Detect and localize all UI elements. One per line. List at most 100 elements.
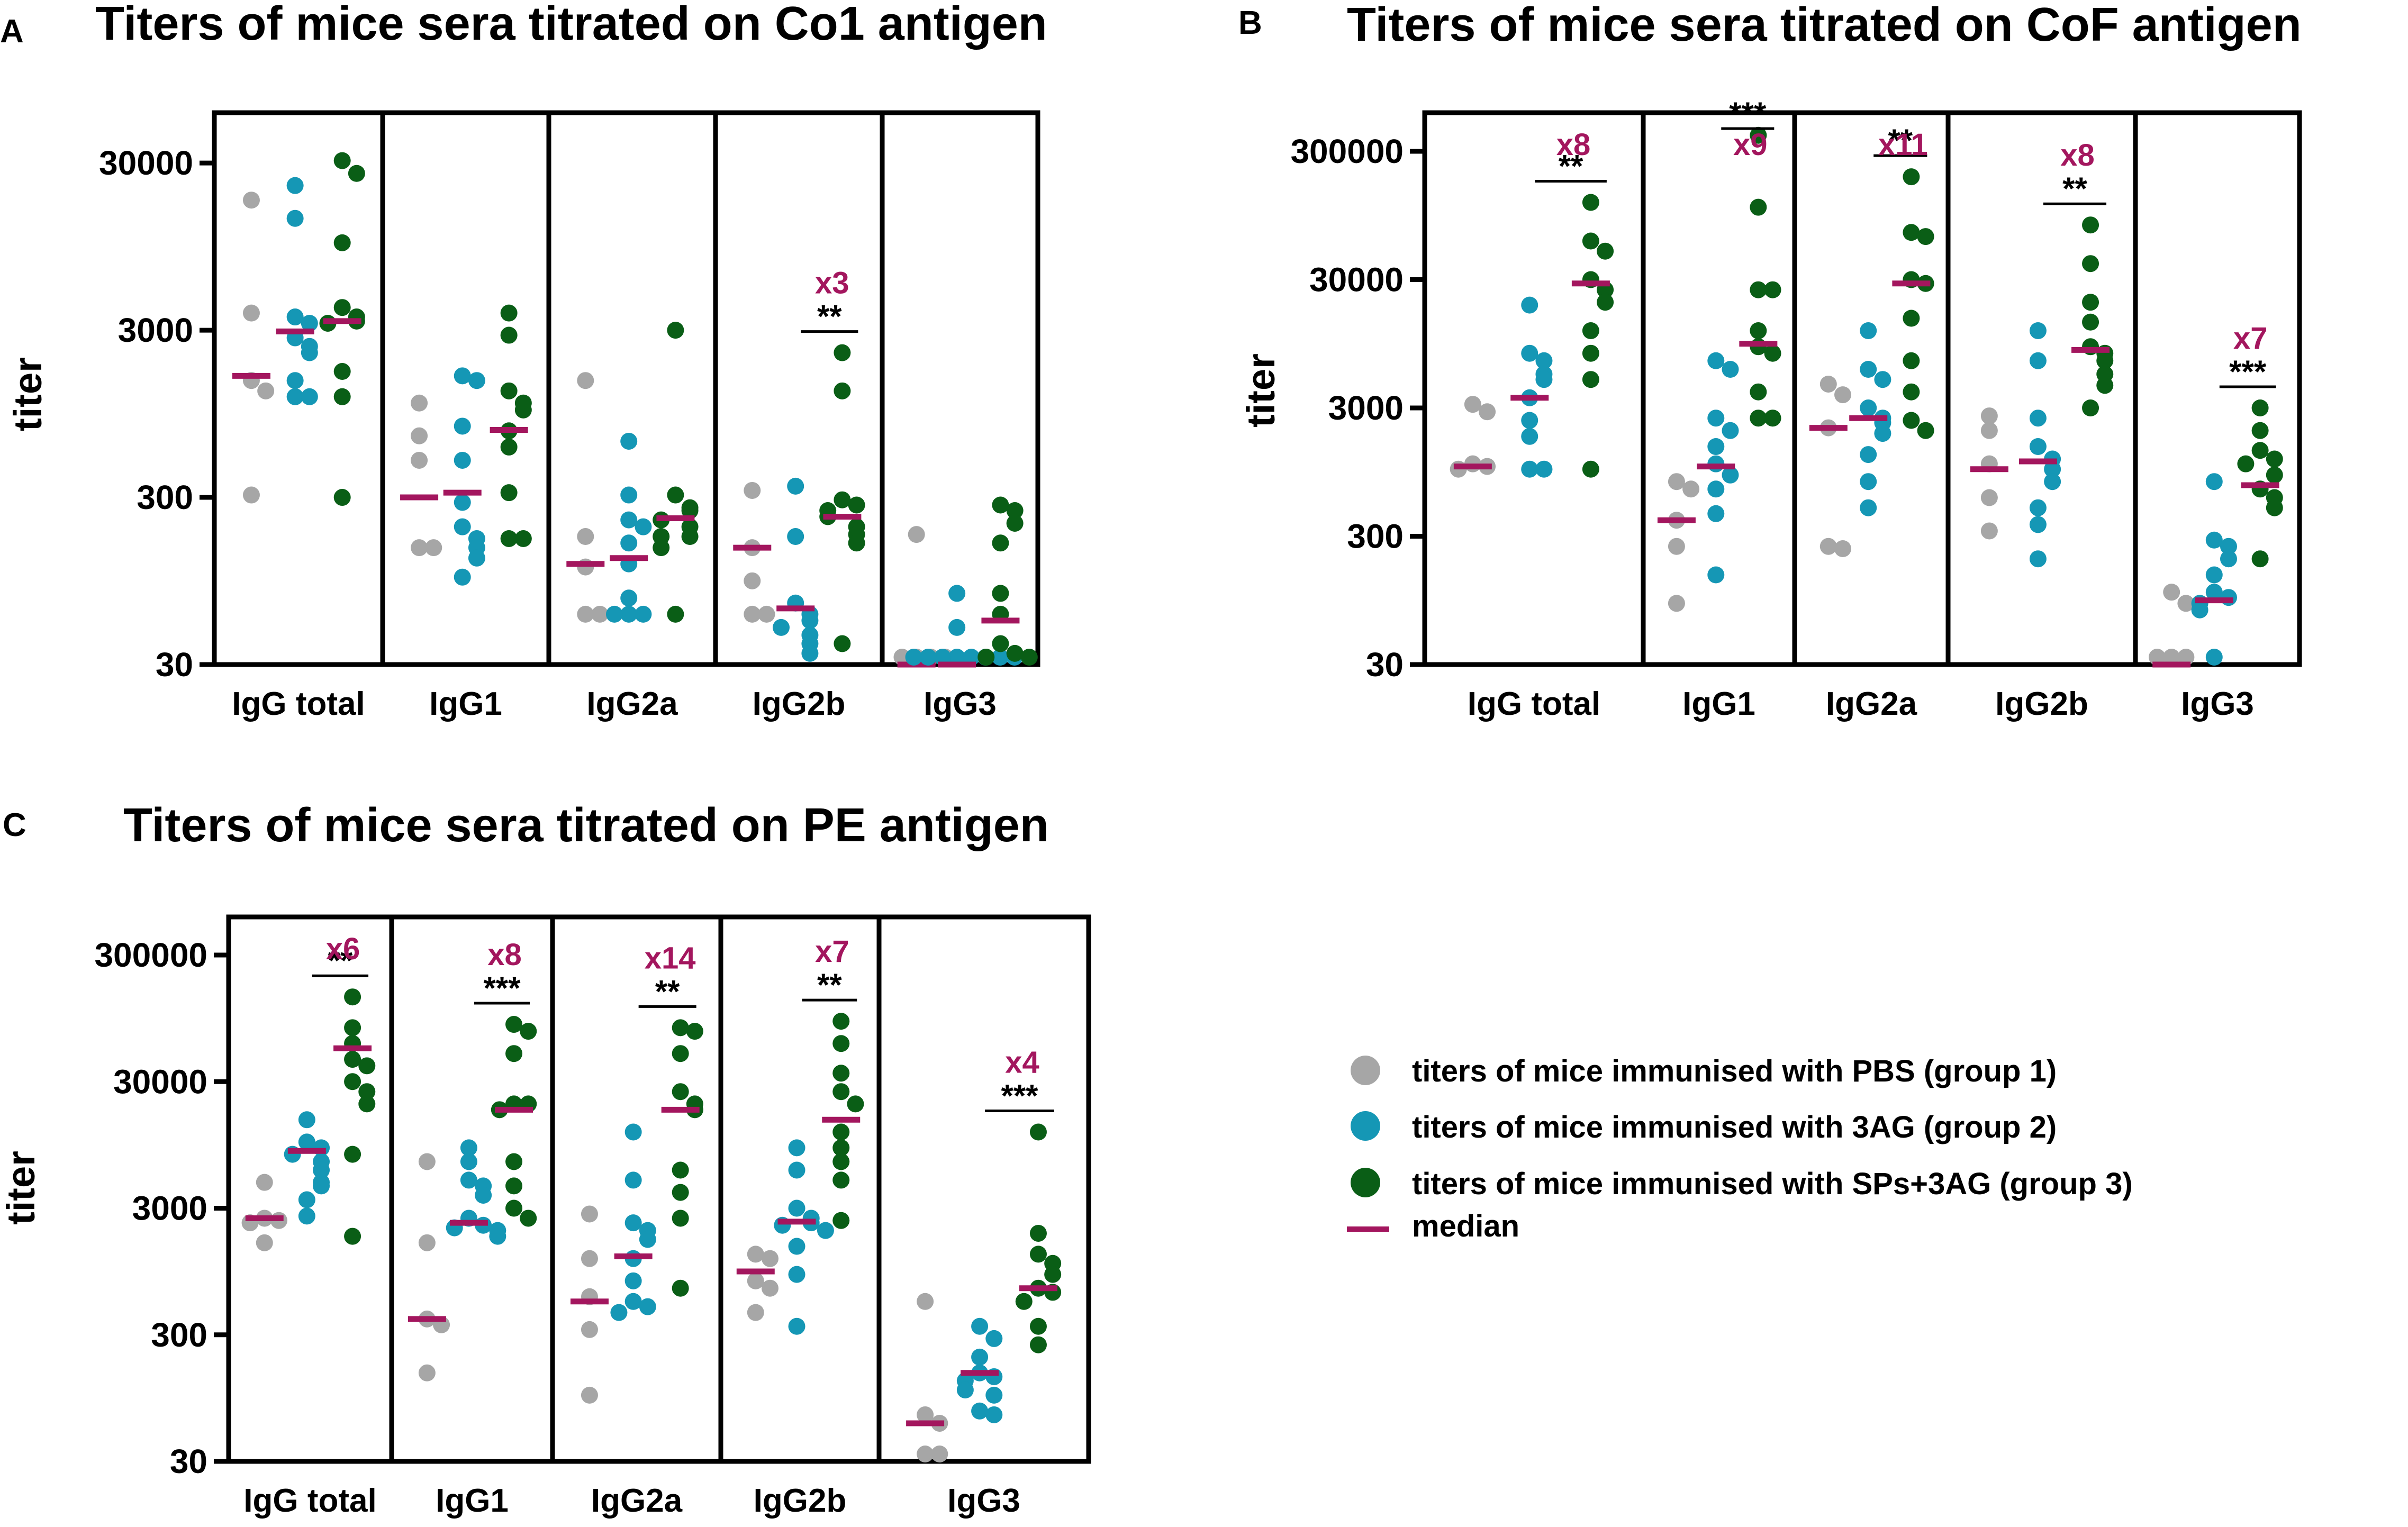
data-point-ag3 (2191, 601, 2208, 619)
x-tick-label: IgG total (232, 686, 365, 722)
data-point-ag3 (1860, 499, 1877, 516)
data-point-pbs (2177, 595, 2195, 612)
data-point-sps (333, 152, 351, 169)
data-point-ag3 (301, 314, 318, 332)
significance-stars: ** (817, 299, 842, 334)
data-point-sps (514, 401, 532, 419)
panel-c-ylabel: titer (0, 1151, 43, 1225)
significance-stars: *** (2229, 354, 2267, 389)
data-point-pbs (747, 1272, 764, 1289)
data-point-ag3 (606, 605, 623, 623)
data-point-ag3 (1707, 566, 1725, 584)
data-point-ag3 (1521, 460, 1538, 478)
x-tick-label: IgG2a (586, 686, 678, 722)
data-point-ag3 (788, 1199, 805, 1217)
data-point-ag3 (1874, 425, 1891, 442)
data-point-ag3 (1722, 466, 1739, 484)
data-point-ag3 (2205, 473, 2223, 490)
data-point-ag3 (1707, 352, 1725, 369)
x-tick-label: IgG1 (436, 1483, 509, 1519)
data-point-sps (1903, 224, 1920, 241)
data-point-ag3 (624, 1293, 642, 1310)
data-point-ag3 (787, 528, 804, 545)
x-tick-label: IgG1 (429, 686, 502, 722)
fold-change-label: x4 (1005, 1045, 1039, 1079)
data-point-sps (1764, 281, 1781, 298)
data-point-sps (1750, 281, 1767, 298)
data-point-sps (832, 1123, 850, 1141)
x-tick-label: IgG3 (2181, 686, 2254, 722)
data-point-pbs (2149, 649, 2166, 666)
data-point-ag3 (298, 1133, 315, 1151)
data-point-sps (344, 1073, 361, 1090)
data-point-sps (514, 530, 532, 547)
data-point-ag3 (620, 511, 638, 529)
data-point-sps (1015, 1293, 1033, 1310)
data-point-ag3 (468, 549, 485, 567)
panel-a-label: A (0, 13, 24, 50)
data-point-ag3 (620, 432, 638, 450)
data-point-ag3 (620, 486, 638, 504)
y-tick-label: 3000 (132, 1189, 207, 1228)
data-point-sps (1903, 412, 1920, 429)
data-point-sps (1917, 422, 1934, 439)
data-point-ag3 (454, 568, 471, 586)
data-point-sps (2082, 255, 2099, 272)
y-tick-label: 30 (1366, 646, 1404, 684)
data-point-pbs (1980, 407, 1998, 425)
data-point-sps (520, 1210, 537, 1227)
data-point-pbs (917, 1446, 934, 1462)
data-point-ag3 (313, 1177, 330, 1195)
data-point-sps (681, 528, 699, 545)
data-point-sps (1006, 514, 1024, 532)
data-point-ag3 (1722, 422, 1739, 439)
data-point-sps (1582, 460, 1599, 478)
data-point-sps (1917, 228, 1934, 246)
data-point-ag3 (971, 1348, 989, 1366)
data-point-pbs (1819, 538, 1837, 555)
data-point-sps (832, 1013, 850, 1030)
significance-stars: ** (655, 974, 680, 1009)
panel-a-title: Titers of mice sera titrated on Co1 anti… (95, 0, 1047, 50)
data-point-pbs (917, 1293, 934, 1310)
data-point-sps (344, 1146, 361, 1163)
data-point-pbs (581, 1205, 598, 1223)
data-point-sps (667, 605, 684, 623)
data-point-sps (348, 165, 365, 182)
data-point-ag3 (2205, 531, 2223, 549)
data-point-sps (1029, 1336, 1047, 1353)
data-point-ag3 (1521, 412, 1538, 429)
fold-change-label: x14 (645, 941, 696, 975)
data-point-ag3 (624, 1214, 642, 1232)
data-point-ag3 (788, 1238, 805, 1255)
data-point-ag3 (2205, 584, 2223, 601)
data-point-ag3 (2029, 550, 2047, 568)
plot-frame (212, 110, 1040, 667)
data-point-sps (1750, 338, 1767, 356)
data-point-sps (672, 1083, 689, 1101)
data-point-pbs (411, 394, 428, 412)
data-point-sps (667, 486, 684, 504)
data-point-ag3 (2029, 352, 2047, 369)
data-point-pbs (242, 304, 260, 322)
legend: titers of mice immunised with PBS (group… (1347, 1054, 2133, 1243)
data-point-sps (2237, 455, 2255, 472)
data-point-sps (672, 1161, 689, 1179)
data-point-sps (834, 382, 851, 399)
data-point-ag3 (787, 477, 804, 495)
data-point-sps (1029, 1123, 1047, 1141)
data-point-sps (832, 1153, 850, 1170)
data-point-ag3 (2044, 460, 2061, 478)
data-point-sps (672, 1210, 689, 1227)
data-point-ag3 (298, 1111, 315, 1129)
data-point-sps (1903, 383, 1920, 401)
legend-median-label: median (1412, 1209, 1519, 1243)
data-point-ag3 (971, 1317, 989, 1335)
data-point-ag3 (948, 649, 966, 666)
data-point-sps (1044, 1266, 1062, 1283)
data-point-pbs (2163, 649, 2180, 666)
data-point-pbs (242, 486, 260, 504)
data-point-ag3 (2205, 649, 2223, 666)
data-point-pbs (591, 605, 609, 623)
